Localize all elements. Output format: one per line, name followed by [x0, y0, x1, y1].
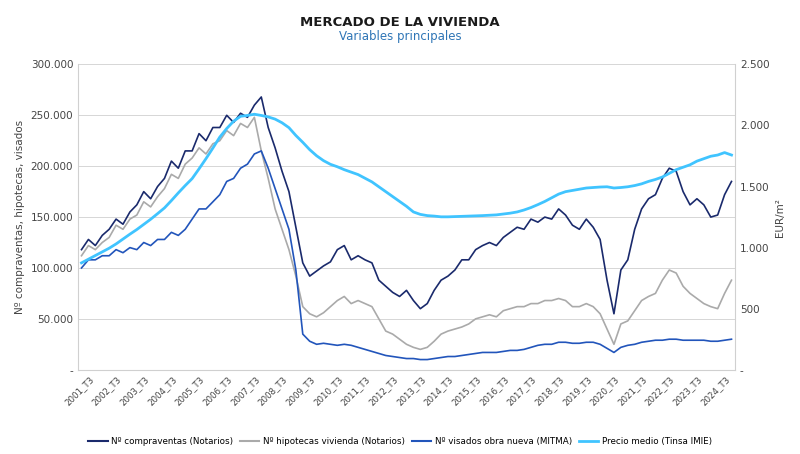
- Precio medio (Tinsa IMIE): [568, 188, 578, 193]
- Nº visados obra nueva (MITMA): [574, 340, 584, 346]
- Precio medio (Tinsa IMIE): [194, 166, 204, 172]
- Nº hipotecas vivienda (Notarios): [104, 235, 114, 240]
- Nº hipotecas vivienda (Notarios): [574, 304, 584, 309]
- Nº compraventas (Notarios): [540, 214, 550, 220]
- Nº hipotecas vivienda (Notarios): [726, 277, 736, 283]
- Nº compraventas (Notarios): [561, 212, 570, 218]
- Text: Variables principales: Variables principales: [338, 30, 462, 43]
- Nº visados obra nueva (MITMA): [257, 148, 266, 153]
- Precio medio (Tinsa IMIE): [540, 199, 550, 204]
- Nº hipotecas vivienda (Notarios): [77, 253, 86, 258]
- Nº visados obra nueva (MITMA): [415, 357, 425, 362]
- Nº hipotecas vivienda (Notarios): [250, 114, 259, 120]
- Nº compraventas (Notarios): [104, 227, 114, 232]
- Nº visados obra nueva (MITMA): [77, 265, 86, 271]
- Nº visados obra nueva (MITMA): [104, 253, 114, 258]
- Nº visados obra nueva (MITMA): [568, 340, 578, 346]
- Nº visados obra nueva (MITMA): [547, 341, 557, 347]
- Line: Precio medio (Tinsa IMIE): Precio medio (Tinsa IMIE): [82, 114, 731, 263]
- Nº hipotecas vivienda (Notarios): [415, 347, 425, 352]
- Nº compraventas (Notarios): [609, 311, 618, 316]
- Nº visados obra nueva (MITMA): [533, 343, 542, 348]
- Precio medio (Tinsa IMIE): [561, 189, 570, 194]
- Nº compraventas (Notarios): [568, 222, 578, 228]
- Precio medio (Tinsa IMIE): [250, 112, 259, 117]
- Nº compraventas (Notarios): [257, 94, 266, 100]
- Nº hipotecas vivienda (Notarios): [194, 145, 204, 151]
- Y-axis label: EUR/m²: EUR/m²: [775, 197, 785, 237]
- Nº visados obra nueva (MITMA): [726, 336, 736, 342]
- Text: MERCADO DE LA VIVIENDA: MERCADO DE LA VIVIENDA: [300, 16, 500, 29]
- Nº compraventas (Notarios): [526, 217, 536, 222]
- Line: Nº visados obra nueva (MITMA): Nº visados obra nueva (MITMA): [82, 151, 731, 360]
- Nº hipotecas vivienda (Notarios): [533, 301, 542, 306]
- Nº compraventas (Notarios): [194, 131, 204, 136]
- Line: Nº hipotecas vivienda (Notarios): Nº hipotecas vivienda (Notarios): [82, 117, 731, 350]
- Nº compraventas (Notarios): [726, 179, 736, 184]
- Nº compraventas (Notarios): [77, 247, 86, 252]
- Legend: Nº compraventas (Notarios), Nº hipotecas vivienda (Notarios), Nº visados obra nu: Nº compraventas (Notarios), Nº hipotecas…: [85, 434, 715, 449]
- Precio medio (Tinsa IMIE): [526, 205, 536, 210]
- Line: Nº compraventas (Notarios): Nº compraventas (Notarios): [82, 97, 731, 314]
- Y-axis label: Nº compraventas, hipotecas, visados: Nº compraventas, hipotecas, visados: [15, 120, 25, 314]
- Nº visados obra nueva (MITMA): [194, 206, 204, 212]
- Nº hipotecas vivienda (Notarios): [547, 298, 557, 303]
- Precio medio (Tinsa IMIE): [104, 246, 114, 251]
- Precio medio (Tinsa IMIE): [726, 152, 736, 158]
- Precio medio (Tinsa IMIE): [77, 260, 86, 266]
- Nº hipotecas vivienda (Notarios): [568, 304, 578, 309]
